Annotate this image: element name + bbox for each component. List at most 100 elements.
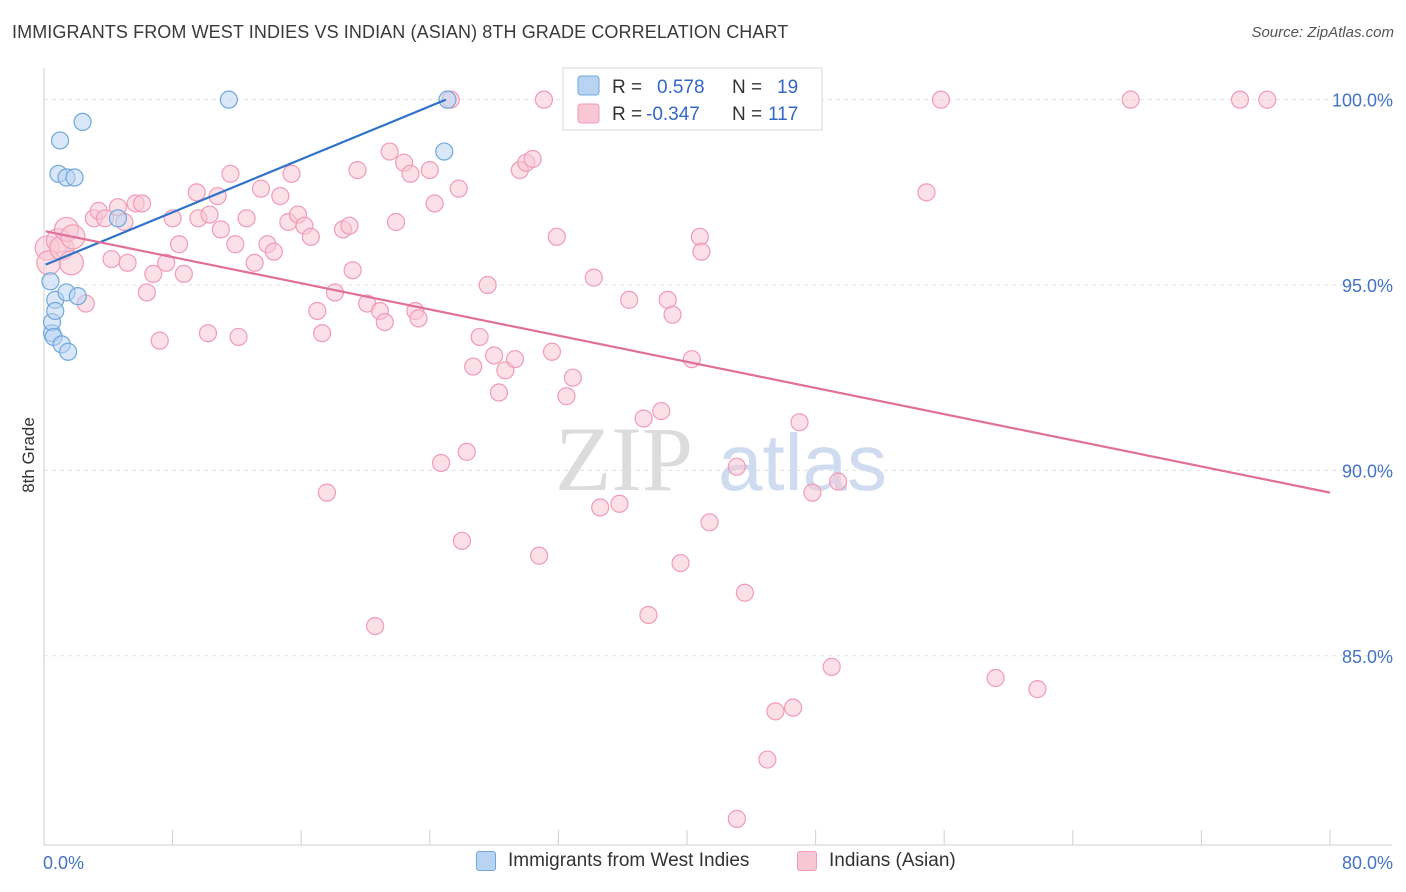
point-indians xyxy=(343,261,362,280)
point-indians xyxy=(401,164,420,183)
point-indians xyxy=(639,605,658,625)
point-indians xyxy=(132,194,152,213)
series-west-indies-points xyxy=(41,90,457,361)
watermark: ZIP atlas xyxy=(555,408,887,510)
point-indians xyxy=(663,305,682,324)
point-indians xyxy=(505,350,525,369)
point-indians xyxy=(457,442,476,461)
stats-n-label-west-indies: N = xyxy=(732,77,762,98)
point-indians xyxy=(584,268,603,287)
point-indians xyxy=(557,387,576,406)
legend-item-west-indies[interactable]: Immigrants from West Indies xyxy=(476,850,749,872)
y-axis-label: 8th Grade xyxy=(19,417,38,493)
y-tick-labels: 100.0% 95.0% 90.0% 85.0% xyxy=(1332,91,1393,667)
point-indians xyxy=(174,264,193,284)
point-indians xyxy=(758,750,777,769)
point-west-indies xyxy=(219,90,238,109)
point-indians xyxy=(229,327,248,347)
point-indians xyxy=(489,383,509,402)
point-indians xyxy=(829,472,848,491)
point-west-indies xyxy=(41,272,60,291)
stats-legend: R = 0.578 N = 19 R = -0.347 N = 117 xyxy=(562,67,823,131)
point-indians xyxy=(169,235,189,254)
point-west-indies xyxy=(108,209,128,228)
point-indians xyxy=(449,179,468,198)
stats-n-value-indians: 117 xyxy=(768,104,798,125)
point-west-indies xyxy=(50,131,70,150)
point-indians xyxy=(144,264,163,284)
point-indians xyxy=(1028,680,1047,699)
watermark-atlas: atlas xyxy=(718,418,887,507)
point-indians xyxy=(1230,90,1250,109)
watermark-zip: ZIP xyxy=(555,408,693,510)
point-west-indies xyxy=(65,168,84,187)
point-indians xyxy=(682,350,701,369)
point-indians xyxy=(652,401,671,421)
point-indians xyxy=(547,227,566,246)
point-indians xyxy=(221,164,240,183)
point-indians xyxy=(118,253,137,272)
point-indians xyxy=(727,457,746,476)
stats-swatch-indians xyxy=(577,103,600,124)
point-indians xyxy=(380,142,399,161)
legend-swatch-west-indies xyxy=(476,851,496,871)
point-indians xyxy=(1121,90,1140,109)
point-indians xyxy=(523,149,542,169)
point-west-indies xyxy=(73,112,92,132)
legend-item-indians[interactable]: Indians (Asian) xyxy=(797,850,956,872)
point-indians xyxy=(425,194,444,213)
point-indians xyxy=(245,253,264,272)
point-indians xyxy=(187,183,206,202)
stats-swatch-west-indies xyxy=(577,75,600,96)
point-indians xyxy=(986,668,1005,688)
stats-r-value-west-indies: 0.578 xyxy=(657,77,705,98)
chart-title: IMMIGRANTS FROM WEST INDIES VS INDIAN (A… xyxy=(12,22,789,42)
point-indians xyxy=(735,583,754,602)
point-indians xyxy=(822,657,841,676)
point-indians xyxy=(542,342,562,361)
point-indians xyxy=(251,179,271,198)
stats-r-label-west-indies: R = xyxy=(612,77,642,98)
point-indians xyxy=(803,483,822,502)
point-indians xyxy=(530,546,549,565)
chart-source: Source: ZipAtlas.com xyxy=(1251,24,1394,41)
point-indians xyxy=(198,324,218,343)
point-indians xyxy=(917,183,936,202)
point-indians xyxy=(386,212,406,232)
legend-label-indians: Indians (Asian) xyxy=(829,850,956,871)
trend-line-indians xyxy=(45,230,1331,494)
point-indians xyxy=(375,312,394,332)
point-indians xyxy=(409,309,428,328)
trend-line-west-indies xyxy=(45,98,447,266)
point-indians xyxy=(340,216,359,235)
point-indians xyxy=(420,160,439,180)
point-west-indies xyxy=(438,90,457,109)
point-indians xyxy=(312,324,332,343)
point-indians xyxy=(692,242,711,261)
point-indians xyxy=(137,283,156,302)
stats-n-label-indians: N = xyxy=(732,104,762,125)
point-indians xyxy=(150,331,169,350)
stats-legend-box xyxy=(562,67,823,131)
point-west-indies xyxy=(435,142,454,161)
point-indians xyxy=(1258,90,1277,109)
point-indians xyxy=(671,553,690,573)
point-indians xyxy=(200,205,219,224)
point-indians xyxy=(634,409,653,428)
stats-r-label-indians: R = xyxy=(612,104,642,125)
y-tick-label: 100.0% xyxy=(1332,91,1393,111)
point-indians xyxy=(610,494,629,513)
point-indians xyxy=(783,698,803,717)
point-indians xyxy=(348,160,367,180)
point-indians xyxy=(534,90,554,109)
point-west-indies xyxy=(46,301,65,321)
point-indians xyxy=(308,301,327,321)
point-indians xyxy=(620,290,639,309)
point-indians xyxy=(766,702,785,721)
point-indians xyxy=(727,809,746,828)
point-indians xyxy=(790,413,809,432)
series-legend: Immigrants from West Indies Indians (Asi… xyxy=(0,850,1406,880)
y-tick-label: 95.0% xyxy=(1342,276,1393,296)
point-indians xyxy=(931,90,951,109)
